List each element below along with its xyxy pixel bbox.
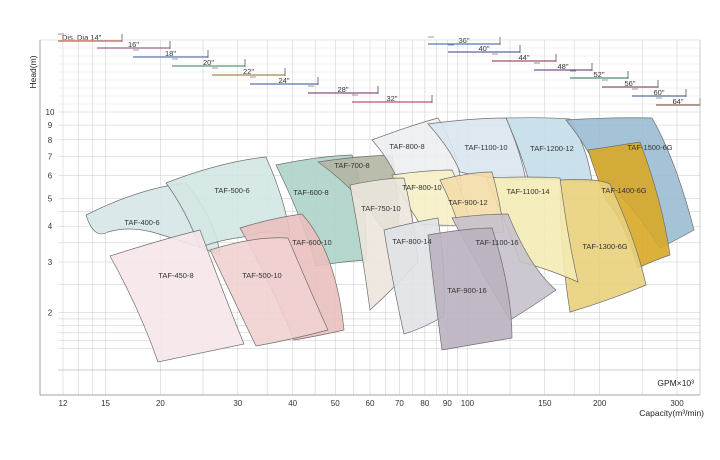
x-tick-label: 300 [670, 399, 684, 408]
x-tick-label: 90 [443, 399, 452, 408]
y-tick-label: 9 [48, 121, 53, 130]
x-tick-label: 200 [593, 399, 607, 408]
region-label: TAF-1400-6G [601, 186, 646, 195]
region-label: TAF-900-16 [447, 286, 486, 295]
region-label: TAF-1300-6G [582, 242, 627, 251]
region-label: TAF-400-6 [124, 218, 159, 227]
diameter-label: Dis. Dia 14" [62, 33, 102, 42]
x-tick-label: 12 [59, 399, 68, 408]
diameter-label: 44" [518, 53, 529, 62]
region-label: TAF-500-10 [242, 271, 281, 280]
y-tick-label: 5 [48, 194, 53, 203]
axes-frame [39, 39, 701, 396]
region-label: TAF-1100-14 [506, 187, 549, 196]
region-taf-500-10 [209, 237, 329, 347]
region-label: TAF-900-12 [448, 198, 487, 207]
x-tick-label: 20 [156, 399, 165, 408]
region-taf-900-16 [427, 227, 513, 351]
diameter-markers: Dis. Dia 14" 16" 18" 20" 22" 24" 28" 32" 36" 40" 4… [58, 33, 701, 106]
x-tick-label: 15 [101, 399, 110, 408]
x-axis-label-capacity: Capacity(m³/min) [639, 408, 704, 418]
diameter-label: 60" [653, 88, 664, 97]
region-label: TAF-800-8 [389, 142, 424, 151]
x-tick-label: 80 [420, 399, 429, 408]
region-label: TAF-700-8 [334, 161, 369, 170]
y-tick-label: 7 [48, 152, 53, 161]
diameter-label: 48" [557, 62, 568, 71]
region-label: TAF-1100-16 [475, 238, 518, 247]
diameter-label: 52" [593, 70, 604, 79]
y-tick-label: 10 [46, 108, 55, 117]
y-tick-label: 8 [48, 136, 53, 145]
x-tick-label: 100 [461, 399, 475, 408]
x-tick-label: 150 [538, 399, 552, 408]
region-label: TAF-600-10 [292, 238, 331, 247]
diameter-label: 36" [458, 36, 469, 45]
tick-labels: 2 3 4 5 6 7 8 9 10 12 15 20 30 40 50 60 70 80 90 100 150 200 3… [46, 108, 685, 408]
diameter-label: 16" [128, 40, 139, 49]
x-tick-label: 70 [395, 399, 404, 408]
x-tick-label: 60 [366, 399, 375, 408]
region-taf-450-8 [109, 229, 245, 363]
region-label: TAF-800-14 [392, 237, 431, 246]
diameter-label: 18" [165, 49, 176, 58]
performance-regions: TAF-400-6 TAF-500-6 TAF-600-8 TAF-700-8 TAF-… [85, 117, 695, 363]
y-axis-label: Head(m) [28, 55, 38, 88]
diameter-label: 40" [478, 44, 489, 53]
diameter-label: 32" [386, 94, 397, 103]
region-label: TAF-450-8 [158, 271, 193, 280]
diameter-label: 56" [624, 79, 635, 88]
region-label: TAF-1500-6G [627, 143, 672, 152]
region-label: TAF-600-8 [293, 188, 328, 197]
y-tick-label: 6 [48, 172, 53, 181]
x-tick-label: 50 [331, 399, 340, 408]
y-tick-label: 3 [48, 258, 53, 267]
diameter-label: 20" [203, 58, 214, 67]
region-label: TAF-1100-10 [464, 143, 507, 152]
x-tick-label: 30 [233, 399, 242, 408]
axis-labels: Head(m) GPM×10³ Capacity(m³/min) [28, 55, 704, 418]
x-axis-label-gpm: GPM×10³ [657, 378, 694, 388]
y-tick-label: 2 [48, 309, 53, 318]
region-label: TAF-1200-12 [530, 144, 574, 153]
diameter-label: 64" [672, 97, 683, 106]
region-label: TAF-800-10 [402, 183, 441, 192]
x-tick-label: 40 [288, 399, 297, 408]
diameter-label: 24" [278, 76, 289, 85]
region-label: TAF-500-6 [214, 186, 249, 195]
region-label: TAF-750-10 [361, 204, 400, 213]
diameter-label: 22" [243, 67, 254, 76]
y-tick-label: 4 [48, 222, 53, 231]
diameter-label: 28" [337, 85, 348, 94]
